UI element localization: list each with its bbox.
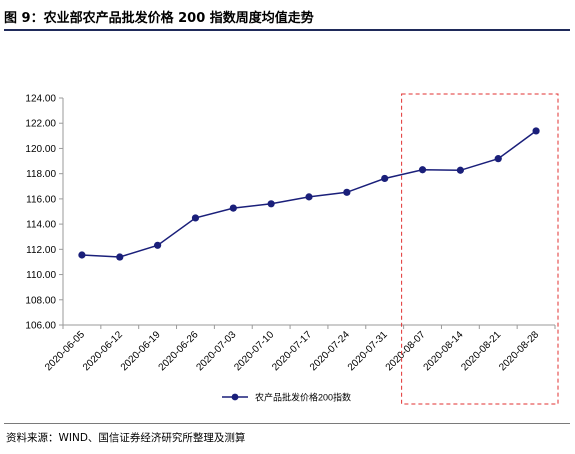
y-tick-label: 106.00 — [25, 321, 56, 332]
data-point — [532, 127, 540, 135]
data-point — [343, 188, 351, 196]
y-tick-label: 108.00 — [25, 295, 56, 306]
data-point — [267, 200, 275, 208]
y-tick-label: 118.00 — [26, 169, 56, 180]
data-point — [116, 253, 124, 261]
data-point — [229, 204, 237, 212]
y-tick-label: 110.00 — [26, 270, 56, 281]
data-point — [154, 241, 162, 249]
data-point — [494, 155, 502, 163]
y-tick-label: 114.00 — [26, 220, 56, 231]
x-tick-label: 2020-08-28 — [497, 329, 541, 373]
figure-footer: 资料来源：WIND、国信证券经济研究所整理及测算 — [4, 423, 570, 444]
y-tick-label: 124.00 — [25, 94, 56, 105]
data-point — [305, 193, 313, 201]
y-tick-label: 116.00 — [26, 194, 56, 205]
y-tick-label: 120.00 — [25, 144, 56, 155]
legend-label: 农产品批发价格200指数 — [255, 392, 351, 403]
legend-marker — [231, 393, 239, 401]
figure-header: 图 9：农业部农产品批发价格 200 指数周度均值走势 — [4, 5, 570, 31]
y-tick-label: 112.00 — [26, 245, 56, 256]
data-point — [381, 174, 389, 183]
y-tick-label: 122.00 — [25, 119, 56, 130]
figure-title: 图 9：农业部农产品批发价格 200 指数周度均值走势 — [4, 11, 314, 26]
data-point — [418, 166, 427, 174]
highlight-box — [401, 93, 559, 405]
data-point — [78, 251, 86, 259]
data-point — [456, 166, 464, 174]
data-point — [191, 214, 200, 222]
source-note: 资料来源：WIND、国信证券经济研究所整理及测算 — [6, 432, 246, 444]
